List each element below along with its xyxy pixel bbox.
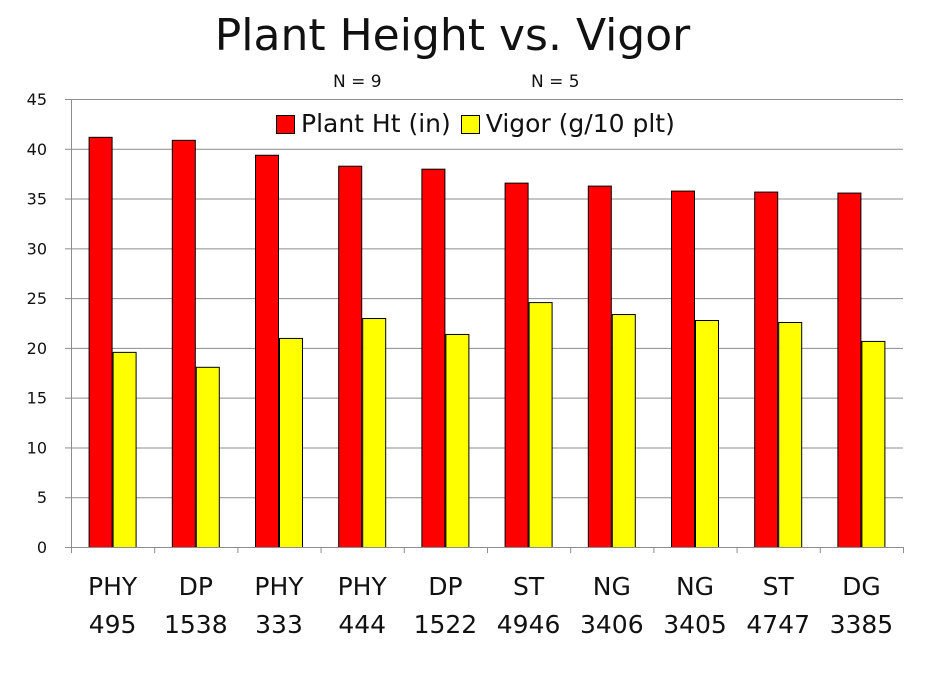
bar-vigor xyxy=(112,351,137,549)
x-tick-label: NG xyxy=(676,572,714,601)
y-tick-label: 10 xyxy=(27,438,47,457)
x-tick-label: 444 xyxy=(338,610,386,639)
y-tick-label: 45 xyxy=(27,90,47,109)
bar-vigor xyxy=(362,318,387,548)
bar-plant-ht xyxy=(504,182,529,548)
bar-vigor xyxy=(195,366,220,548)
y-tick-label: 0 xyxy=(37,538,47,557)
bar-vigor xyxy=(611,314,636,549)
bar-vigor xyxy=(445,333,470,548)
x-tick-label: DP xyxy=(179,572,213,601)
bar-plant-ht xyxy=(255,154,279,549)
bar-vigor xyxy=(778,322,803,549)
y-tick-label: 30 xyxy=(27,239,47,258)
x-tick-label: ST xyxy=(763,572,795,601)
x-tick-label: PHY xyxy=(88,572,138,601)
y-tick-label: 20 xyxy=(27,339,47,358)
bars xyxy=(88,136,886,549)
bar-vigor xyxy=(279,337,303,548)
legend-swatch-red xyxy=(276,114,295,134)
y-tick-label: 15 xyxy=(27,389,47,408)
bar-plant-ht xyxy=(754,191,779,548)
x-tick-label: 1522 xyxy=(414,610,478,639)
bar-plant-ht xyxy=(837,192,862,549)
x-tick-label: PHY xyxy=(338,572,388,601)
legend-item-plant-ht: Plant Ht (in) xyxy=(276,107,451,141)
bar-vigor xyxy=(528,302,553,548)
bar-plant-ht xyxy=(421,168,446,548)
bar-vigor xyxy=(861,340,886,549)
annotation-n-5: N = 5 xyxy=(531,72,580,92)
legend-label-vigor: Vigor (g/10 plt) xyxy=(485,109,675,138)
x-tick-label: 3406 xyxy=(580,610,644,639)
x-tick-label: 1538 xyxy=(164,610,228,639)
annotation-n-9: N = 9 xyxy=(333,72,382,92)
x-tick-label: DG xyxy=(842,572,881,601)
y-tick-label: 25 xyxy=(27,289,47,308)
x-tick-label: 4946 xyxy=(497,610,561,639)
bar-plant-ht xyxy=(671,190,695,548)
legend: Plant Ht (in) Vigor (g/10 plt) xyxy=(272,106,679,142)
legend-swatch-yellow xyxy=(460,114,480,134)
bar-plant-ht xyxy=(171,139,196,548)
bar-plant-ht xyxy=(587,185,612,548)
chart-title: Plant Height vs. Vigor xyxy=(214,10,691,61)
legend-label-plant-ht: Plant Ht (in) xyxy=(301,109,451,138)
x-tick-label: 4747 xyxy=(746,610,810,639)
x-tick-label: PHY xyxy=(254,572,304,601)
x-tick-label: 495 xyxy=(89,610,137,639)
x-tick-label: ST xyxy=(513,572,545,601)
bar-plant-ht xyxy=(338,165,363,549)
y-axis-ticks: 0 5 10 15 20 25 30 35 40 45 xyxy=(27,90,71,557)
bar-vigor xyxy=(695,320,719,548)
x-tick-label: 333 xyxy=(255,610,303,639)
x-tick-label: NG xyxy=(593,572,631,601)
y-tick-label: 35 xyxy=(27,190,47,209)
y-tick-label: 40 xyxy=(27,140,47,159)
legend-item-vigor: Vigor (g/10 plt) xyxy=(460,107,675,141)
x-tick-label: 3405 xyxy=(663,610,727,639)
y-tick-label: 5 xyxy=(37,488,47,507)
bar-plant-ht xyxy=(88,136,113,548)
x-tick-label: 3385 xyxy=(830,610,894,639)
x-axis-ticks: PHY 495 DP 1538 PHY 333 PHY 444 DP 1522 ST 4946 NG 34… xyxy=(71,547,904,639)
x-tick-label: DP xyxy=(428,572,462,601)
